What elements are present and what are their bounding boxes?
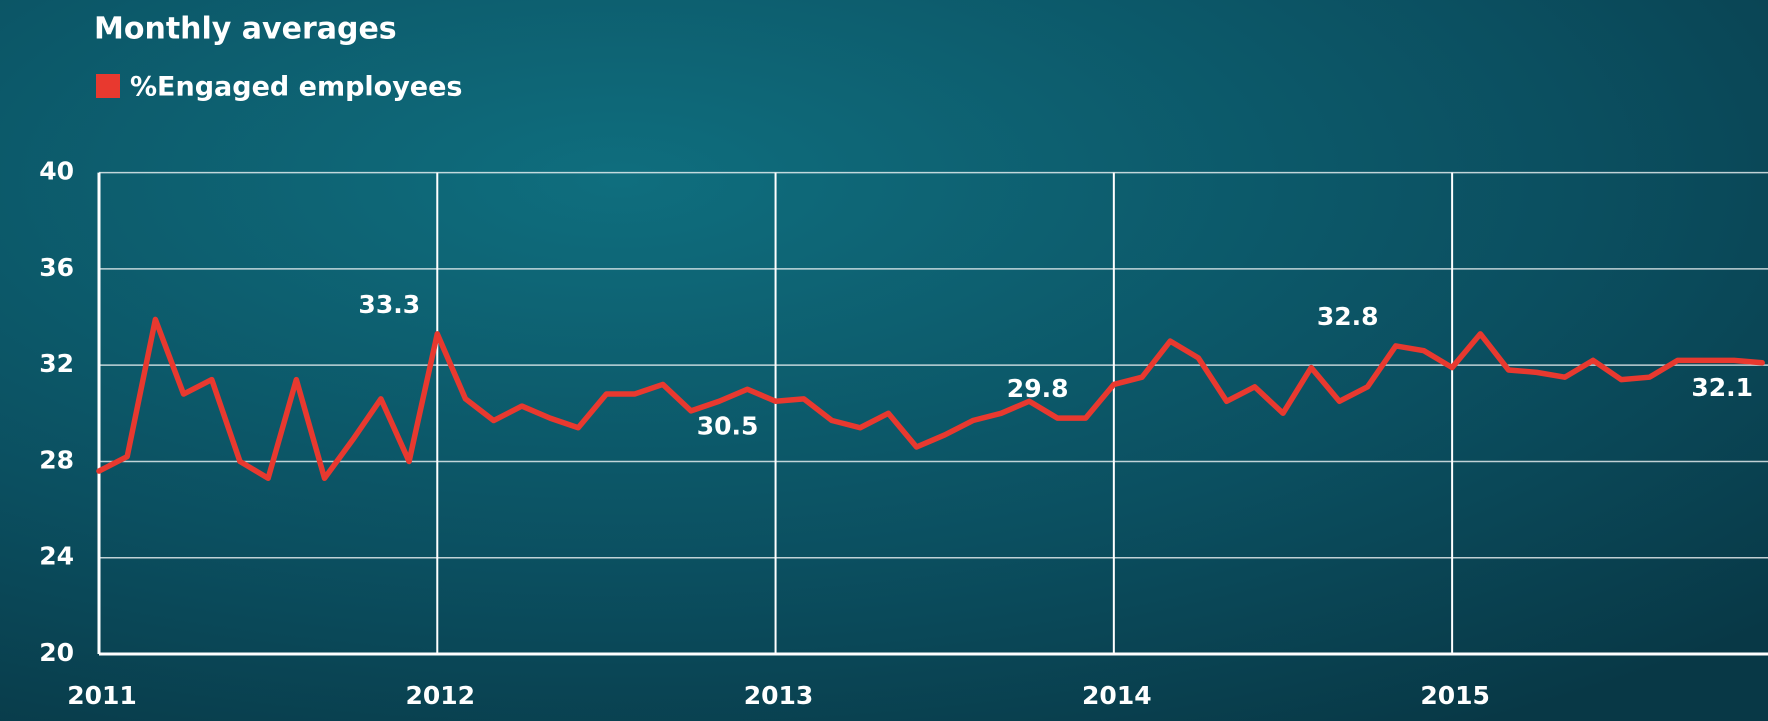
y-tick-label: 36 [39,253,74,282]
value-label: 30.5 [697,411,759,440]
value-label: 33.3 [358,290,420,319]
y-tick-label: 32 [39,349,74,378]
x-tick-label: 2012 [405,681,475,710]
chart: Monthly averages %Engaged employees 20 24… [0,0,1768,721]
value-label: 32.8 [1317,302,1379,331]
page: Monthly averages %Engaged employees 20 24… [0,0,1768,721]
y-tick-label: 24 [39,542,74,571]
legend-swatch [96,74,120,98]
value-label: 29.8 [1007,374,1069,403]
chart-title: Monthly averages [94,12,397,47]
x-tick-label: 2014 [1082,681,1152,710]
y-tick-label: 28 [39,445,74,474]
legend-label: %Engaged employees [130,72,463,103]
x-tick-label: 2013 [744,681,814,710]
y-tick-label: 20 [39,638,74,667]
x-tick-label: 2015 [1420,681,1490,710]
x-tick-label: 2011 [67,681,137,710]
value-label: 32.1 [1691,373,1753,402]
y-tick-label: 40 [39,157,74,186]
